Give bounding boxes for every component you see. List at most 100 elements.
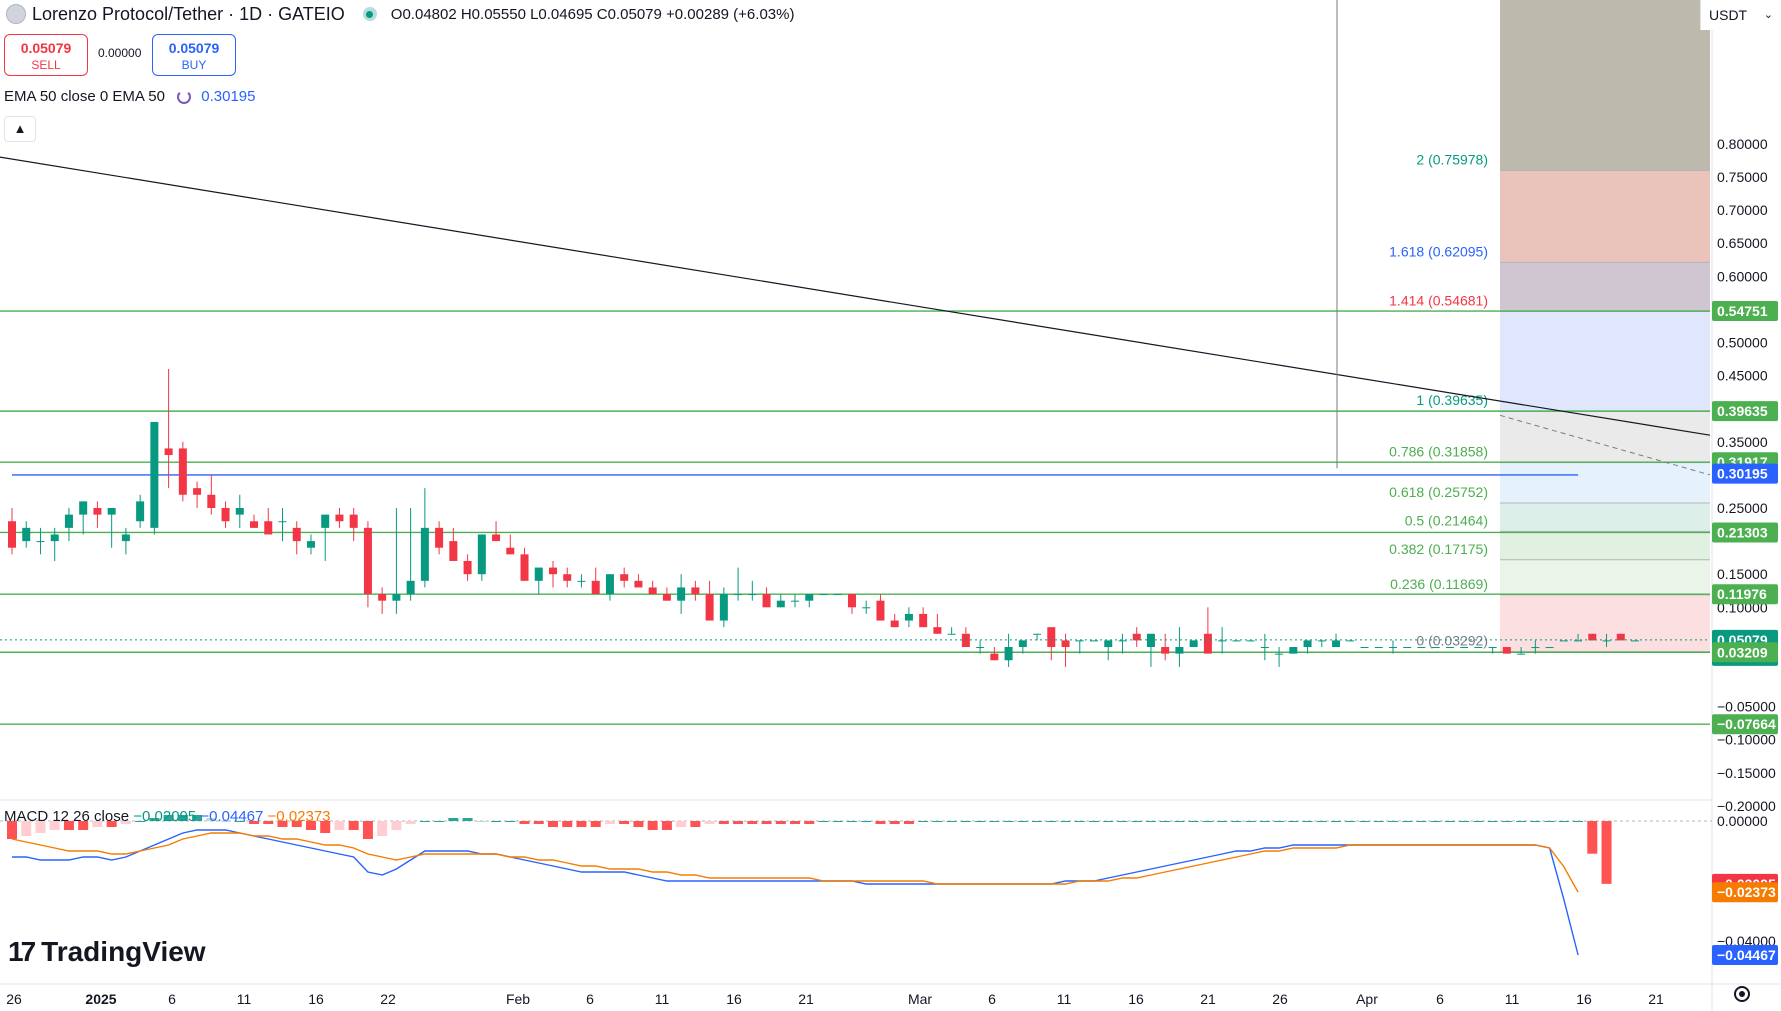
macd-histogram-bar <box>1288 821 1299 822</box>
ema-legend[interactable]: EMA 50 close 0 EMA 50 0.30195 <box>4 88 256 105</box>
price-axis-tick: 0.45000 <box>1717 368 1768 384</box>
macd-histogram-bar <box>690 821 701 827</box>
macd-histogram-bar <box>1373 821 1384 822</box>
candle-body <box>235 508 244 515</box>
market-status-icon[interactable] <box>362 7 377 21</box>
macd-histogram-bar <box>377 821 388 836</box>
macd-histogram-bar <box>106 821 117 827</box>
macd-histogram-bar <box>334 821 345 830</box>
candle-body <box>79 501 88 515</box>
candle-body <box>904 613 913 621</box>
candle-body <box>1075 640 1084 642</box>
macd-histogram-bar <box>1601 821 1612 884</box>
macd-histogram-bar <box>1174 821 1185 822</box>
candle-body <box>1403 647 1412 649</box>
macd-histogram-bar <box>1473 821 1484 822</box>
candle-body <box>1346 640 1355 642</box>
candle-body <box>1388 647 1397 649</box>
macd-legend[interactable]: MACD 12 26 close −0.02095 −0.04467 −0.02… <box>4 808 331 825</box>
price-axis-tick: −0.20000 <box>1717 798 1776 814</box>
macd-histogram-bar <box>704 821 715 824</box>
candle-body <box>1246 640 1255 642</box>
time-axis-tick: 2025 <box>85 991 116 1007</box>
price-axis-tick: 0.80000 <box>1717 136 1768 152</box>
price-badge <box>1712 714 1778 735</box>
macd-histogram-bar <box>434 821 445 822</box>
candle-body <box>776 600 785 608</box>
time-axis-tick: 11 <box>1505 991 1520 1007</box>
candle-body <box>1616 633 1625 641</box>
macd-signal-line <box>11 832 1579 893</box>
fib-level-label: 0.786 (0.31858) <box>1389 444 1488 460</box>
candle-body <box>250 521 259 528</box>
settings-icon[interactable] <box>1734 986 1750 1002</box>
candle-body <box>1588 633 1597 641</box>
time-axis-tick: Apr <box>1356 991 1378 1007</box>
macd-histogram-bar <box>391 821 402 830</box>
macd-legend-label: MACD 12 26 close <box>4 808 130 825</box>
time-axis-tick: 16 <box>308 991 324 1007</box>
macd-histogram-bar <box>1402 821 1413 822</box>
candle-body <box>1275 653 1284 655</box>
macd-histogram-bar <box>718 821 729 824</box>
fib-band <box>1500 411 1710 463</box>
chevron-up-icon[interactable]: ▲ <box>4 116 36 142</box>
price-badge-label: 0.03209 <box>1717 644 1768 660</box>
macd-histogram-bar <box>220 821 231 822</box>
chevron-down-icon: ⌄ <box>1763 9 1773 21</box>
candle-body <box>1004 647 1013 661</box>
candle-body <box>264 521 273 535</box>
candle-body <box>1061 640 1070 648</box>
currency-selector[interactable]: USDT ⌄ <box>1700 0 1781 30</box>
symbol-title[interactable]: Lorenzo Protocol/Tether · 1D · GATEIO <box>32 3 345 24</box>
buy-button[interactable]: 0.05079 BUY <box>152 34 236 76</box>
fib-band <box>1500 531 1710 560</box>
macd-histogram-bar <box>562 821 573 827</box>
time-axis-tick: 6 <box>1436 991 1444 1007</box>
candle-body <box>862 607 871 609</box>
fib-level-label: 0.382 (0.17175) <box>1389 541 1488 557</box>
candle-body <box>1118 640 1127 642</box>
candle-body <box>406 580 415 595</box>
symbol-logo-icon <box>6 4 26 24</box>
candle-body <box>221 508 230 522</box>
price-axis-tick: 0.70000 <box>1717 202 1768 218</box>
tradingview-logo[interactable]: 17 TradingView <box>8 936 206 968</box>
macd-histogram-bar <box>1259 821 1270 822</box>
price-badge-label: 0.39635 <box>1717 403 1768 419</box>
candle-body <box>1189 640 1198 648</box>
candle-body <box>1090 640 1098 642</box>
macd-histogram-bar <box>761 821 772 824</box>
trendline <box>0 156 1711 436</box>
candle-body <box>1474 647 1483 649</box>
macd-histogram-bar <box>804 821 815 824</box>
fib-level-label: 0.236 (0.11869) <box>1390 576 1488 592</box>
candle-body <box>1374 647 1383 649</box>
buy-price: 0.05079 <box>168 40 220 56</box>
macd-histogram-bar <box>1359 821 1370 822</box>
time-axis-tick: 11 <box>655 991 670 1007</box>
ema-legend-label: EMA 50 close 0 EMA 50 <box>4 88 165 105</box>
macd-histogram-bar <box>832 821 843 822</box>
macd-histogram-bar <box>1430 821 1441 822</box>
macd-histogram-bar <box>519 821 530 824</box>
macd-histogram-bar <box>861 821 872 822</box>
fib-level-label: 1.414 (0.54681) <box>1389 293 1488 309</box>
candle-body <box>207 494 216 508</box>
price-badge <box>1712 584 1778 605</box>
candle-body <box>847 594 856 608</box>
time-axis-tick: 11 <box>1057 991 1072 1007</box>
candle-body <box>435 527 444 548</box>
macd-histogram-value: −0.02095 <box>133 808 197 825</box>
candle-body <box>335 514 344 522</box>
macd-histogram-bar <box>1387 821 1398 822</box>
loading-icon <box>177 90 192 105</box>
time-axis-tick: 11 <box>237 991 252 1007</box>
sell-button[interactable]: 0.05079 SELL <box>4 34 88 76</box>
candle-body <box>22 527 31 542</box>
sell-label: SELL <box>31 58 61 72</box>
candle-body <box>93 508 102 515</box>
candle-body <box>1531 647 1540 649</box>
candle-body <box>648 587 657 595</box>
